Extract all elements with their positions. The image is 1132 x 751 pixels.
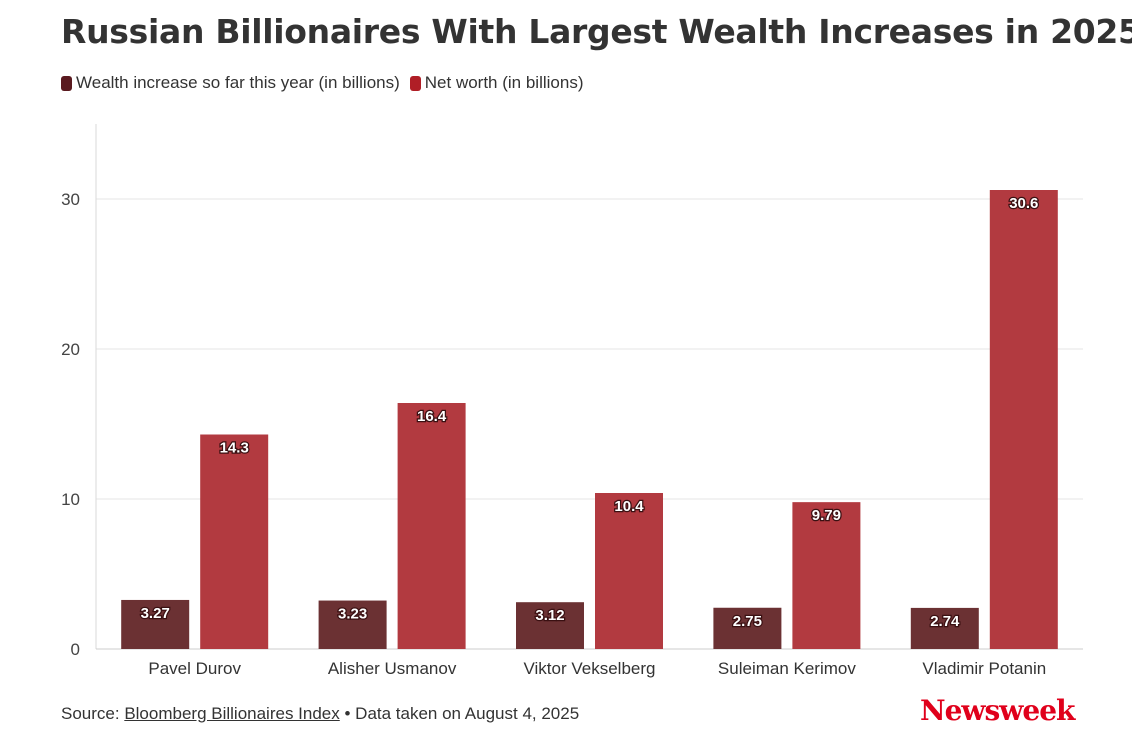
legend-swatch-networth — [409, 75, 421, 91]
date-note: • Data taken on August 4, 2025 — [339, 704, 580, 723]
data-label: 3.12 — [535, 607, 564, 624]
data-label: 14.3 — [220, 440, 249, 457]
chart-legend: Wealth increase so far this year (in bil… — [61, 73, 584, 93]
source-link[interactable]: Bloomberg Billionaires Index — [124, 704, 340, 723]
source-label: Source: — [61, 704, 125, 723]
x-tick-label: Suleiman Kerimov — [718, 659, 856, 678]
y-tick-label: 10 — [61, 490, 80, 509]
bar-wealth-increase — [121, 599, 190, 649]
bar-wealth-increase — [910, 607, 979, 649]
x-tick-label: Pavel Durov — [148, 659, 241, 678]
bar-net-worth — [397, 403, 466, 649]
data-label: 3.27 — [141, 605, 170, 622]
x-tick-label: Alisher Usmanov — [328, 659, 457, 678]
x-tick-label: Vladimir Potanin — [922, 659, 1046, 678]
data-label: 3.23 — [338, 606, 367, 623]
y-tick-label: 0 — [71, 640, 80, 659]
bar-net-worth — [595, 493, 663, 649]
bar-wealth-increase — [713, 607, 782, 649]
bar-wealth-increase — [516, 602, 584, 649]
newsweek-logo: Newsweek — [920, 694, 1075, 727]
chart-title: Russian Billionaires With Largest Wealth… — [61, 12, 1132, 51]
data-label: 2.75 — [733, 613, 762, 630]
chart-footer: Source: Bloomberg Billionaires Index • D… — [61, 704, 579, 724]
bar-net-worth — [792, 502, 861, 649]
y-tick-label: 30 — [61, 190, 80, 209]
bar-chart: 0 10 20 30 3.27 14.3 Pavel Durov 3.23 16.4 Alishe… — [61, 124, 1083, 678]
y-tick-label: 20 — [61, 340, 80, 359]
data-label: 2.74 — [930, 613, 960, 630]
data-label: 16.4 — [417, 408, 447, 425]
data-label: 10.4 — [614, 498, 644, 515]
legend-swatch-increase — [61, 75, 72, 91]
legend-item-increase[interactable]: Wealth increase so far this year (in bil… — [61, 73, 400, 93]
data-label: 9.79 — [812, 507, 841, 524]
bar-net-worth — [200, 434, 269, 649]
bar-wealth-increase — [318, 600, 387, 649]
bar-net-worth — [989, 190, 1058, 649]
x-tick-label: Viktor Vekselberg — [524, 659, 656, 678]
legend-item-networth[interactable]: Net worth (in billions) — [409, 73, 584, 93]
legend-label-increase: Wealth increase so far this year (in bil… — [76, 73, 400, 92]
legend-label-networth: Net worth (in billions) — [424, 73, 584, 92]
data-label: 30.6 — [1009, 195, 1038, 212]
